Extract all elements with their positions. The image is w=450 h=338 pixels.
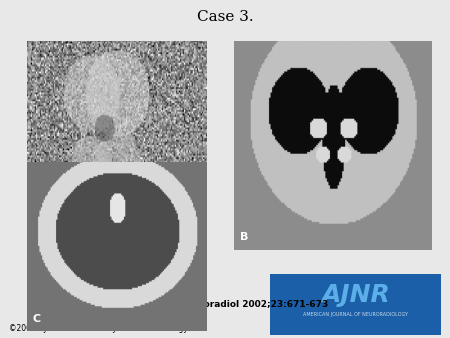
Bar (270, 274, 441, 335)
Text: ©2002 by American Society of Neuroradiology: ©2002 by American Society of Neuroradiol… (9, 324, 188, 333)
Text: Albert Chen et al. AJNR Am J Neuroradiol 2002;23:671-673: Albert Chen et al. AJNR Am J Neuroradiol… (32, 300, 328, 309)
Text: C: C (32, 314, 40, 324)
Text: AMERICAN JOURNAL OF NEURORADIOLOGY: AMERICAN JOURNAL OF NEURORADIOLOGY (303, 312, 408, 317)
Text: Case 3.: Case 3. (197, 10, 253, 24)
Text: A: A (32, 232, 41, 242)
Text: AJNR: AJNR (321, 283, 390, 307)
Text: B: B (240, 232, 248, 242)
